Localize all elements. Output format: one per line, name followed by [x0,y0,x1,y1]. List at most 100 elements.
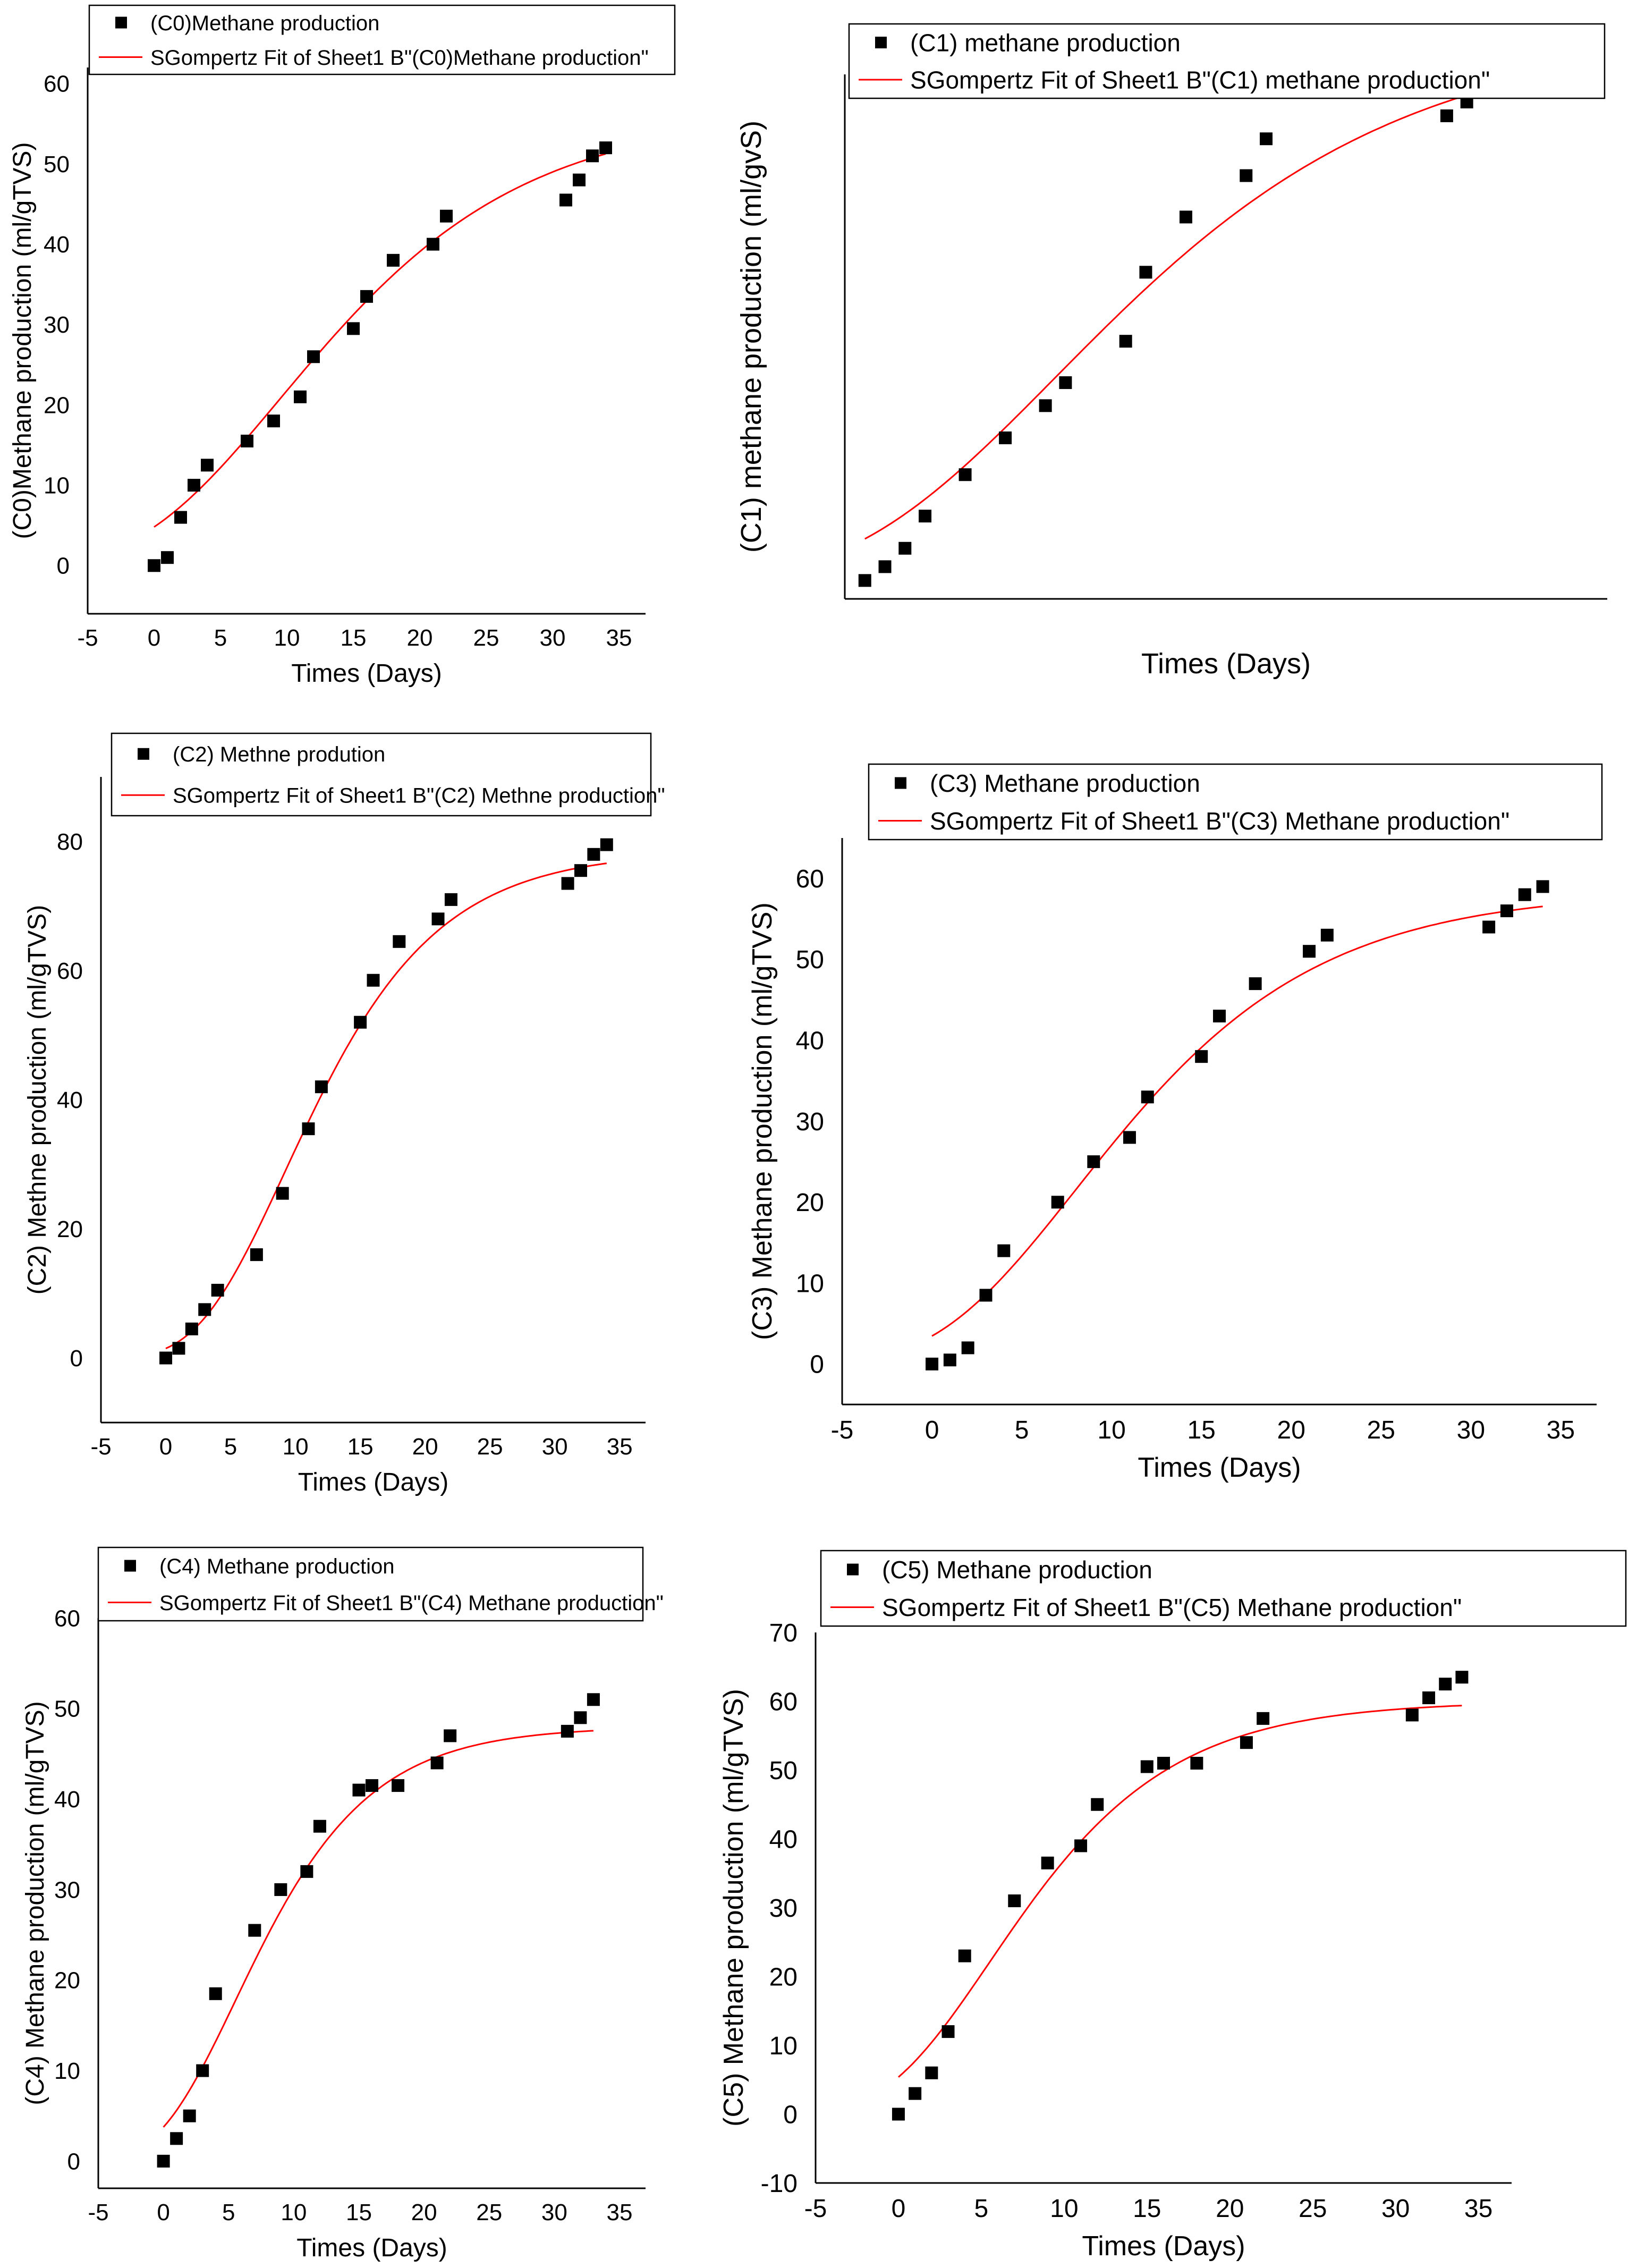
data-point [444,893,457,906]
x-tick-label: 20 [1277,1416,1305,1444]
data-point [188,479,200,492]
data-point [1140,1760,1153,1773]
y-tick-label: 20 [57,1216,83,1242]
data-point [561,1724,574,1738]
gompertz-fit-line [864,82,1507,540]
x-tick-label: -5 [77,625,98,651]
data-point [1422,1691,1436,1705]
data-point [1091,1798,1104,1811]
data-point [1039,399,1052,412]
data-point [1195,1050,1208,1063]
data-point [387,253,400,267]
y-tick-label: 10 [769,2032,798,2060]
data-point [248,1924,261,1937]
y-tick-label: 60 [796,865,824,893]
y-axis-title: (C2) Methne production (ml/gTVS) [23,905,52,1295]
y-tick-label: 20 [796,1189,824,1217]
data-point [241,434,253,447]
data-point [444,1729,457,1742]
data-point [1119,335,1132,348]
data-point [1260,132,1273,146]
data-point [573,173,586,187]
data-point [367,974,380,987]
data-point [315,1080,328,1094]
data-point [1440,109,1453,122]
legend-marker-icon [138,748,149,760]
gompertz-fit-line [163,1730,593,2128]
data-point [919,510,932,523]
x-tick-label: -5 [88,2199,108,2225]
legend-line-label: SGompertz Fit of Sheet1 B"(C0)Methane pr… [150,46,649,70]
data-point [352,1783,366,1797]
data-point [958,1949,971,1962]
y-tick-label: 0 [810,1351,824,1379]
data-point [858,574,871,587]
data-point [1303,945,1316,958]
x-tick-label: 15 [346,2199,372,2225]
x-tick-label: 10 [1097,1416,1125,1444]
data-point [587,1693,600,1706]
legend-marker-label: (C4) Methane production [159,1555,394,1578]
x-tick-label: 5 [974,2195,989,2223]
panel-c1: Times (Days) (C1) methane production (ml/… [735,23,1607,680]
data-point [878,560,892,573]
x-tick-label: 5 [224,1434,237,1460]
x-tick-label: 10 [281,2199,307,2225]
x-axis-title: Times (Days) [298,1468,449,1496]
data-point [1051,1196,1064,1209]
data-point [561,877,574,890]
y-tick-label: 60 [44,71,70,97]
legend-marker-icon [875,37,887,48]
y-tick-label: 10 [54,2058,80,2084]
x-tick-label: -5 [804,2195,827,2223]
data-point [1141,1090,1154,1104]
data-point [586,149,599,163]
x-tick-label: 0 [925,1416,939,1444]
y-tick-label: 30 [44,312,70,338]
data-point [979,1289,993,1302]
data-point [1536,880,1549,893]
data-point [440,209,453,223]
y-tick-label: 50 [796,946,824,974]
data-point [943,1353,956,1367]
legend-marker-label: (C0)Methane production [150,12,379,35]
x-tick-label: 5 [214,625,227,651]
data-point [892,2108,905,2121]
data-point [183,2109,196,2122]
x-tick-label: 20 [412,1434,438,1460]
data-point [431,912,445,926]
data-point [347,322,360,335]
x-tick-label: 35 [1547,1416,1575,1444]
x-tick-label: 0 [892,2195,906,2223]
y-tick-label: 30 [54,1877,80,1903]
x-axis-title: Times (Days) [296,2234,447,2262]
data-point [559,193,572,207]
data-point [925,2066,938,2079]
data-point [1008,1894,1021,1908]
y-tick-label: 40 [54,1787,80,1813]
data-point [1518,888,1531,901]
x-tick-label: 35 [607,1434,633,1460]
y-tick-label: 80 [57,829,83,855]
data-point [574,864,587,877]
data-point [1455,1671,1469,1684]
data-point [1087,1155,1100,1169]
data-point [574,1711,587,1724]
gompertz-fit-line [897,1705,1462,2078]
y-tick-label: 20 [54,1968,80,1994]
x-tick-label: 10 [1050,2195,1078,2223]
y-tick-label: 40 [796,1027,824,1055]
y-tick-label: 0 [67,2148,80,2174]
data-point [196,2064,209,2077]
x-axis-title: Times (Days) [1082,2231,1245,2262]
y-tick-label: 60 [57,958,83,984]
data-point [997,1244,1011,1257]
data-point [393,935,406,948]
x-tick-label: 5 [1015,1416,1029,1444]
x-tick-label: 20 [1216,2195,1244,2223]
y-tick-label: 0 [70,1345,83,1372]
y-tick-label: 10 [44,473,70,499]
gompertz-fit-line [931,905,1543,1337]
data-point [1482,920,1496,934]
